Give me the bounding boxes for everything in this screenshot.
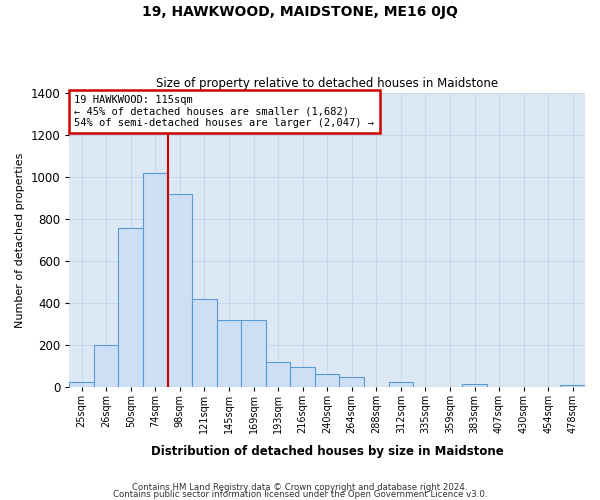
Bar [94,345,118,387]
Bar [70,382,94,387]
Text: 19, HAWKWOOD, MAIDSTONE, ME16 0JQ: 19, HAWKWOOD, MAIDSTONE, ME16 0JQ [142,5,458,19]
Y-axis label: Number of detached properties: Number of detached properties [15,152,25,328]
Bar [241,320,266,387]
Text: Contains HM Land Registry data © Crown copyright and database right 2024.: Contains HM Land Registry data © Crown c… [132,484,468,492]
Bar [290,368,315,387]
Bar [389,382,413,387]
X-axis label: Distribution of detached houses by size in Maidstone: Distribution of detached houses by size … [151,444,503,458]
Text: 19 HAWKWOOD: 115sqm
← 45% of detached houses are smaller (1,682)
54% of semi-det: 19 HAWKWOOD: 115sqm ← 45% of detached ho… [74,95,374,128]
Bar [560,385,585,387]
Bar [192,299,217,387]
Bar [266,362,290,387]
Title: Size of property relative to detached houses in Maidstone: Size of property relative to detached ho… [156,76,498,90]
Bar [462,384,487,387]
Bar [118,228,143,387]
Bar [340,376,364,387]
Bar [217,320,241,387]
Bar [143,173,167,387]
Bar [315,374,340,387]
Text: Contains public sector information licensed under the Open Government Licence v3: Contains public sector information licen… [113,490,487,499]
Bar [167,194,192,387]
